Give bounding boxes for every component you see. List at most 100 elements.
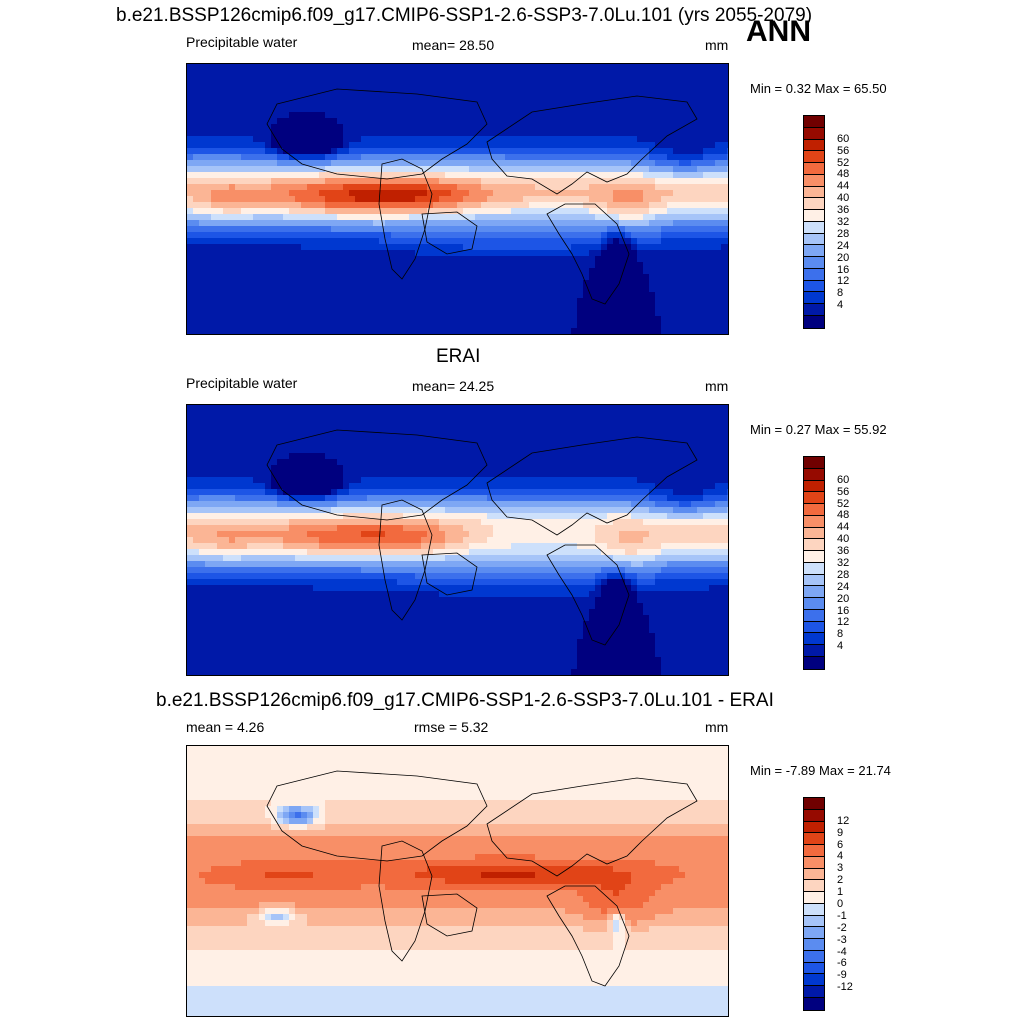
map-cell <box>691 196 698 203</box>
map-cell <box>265 166 272 173</box>
map-cell <box>367 304 374 311</box>
map-cell <box>637 220 644 227</box>
map-cell <box>223 112 230 119</box>
map-cell <box>643 441 650 448</box>
map-cell <box>487 76 494 83</box>
map-cell <box>265 447 272 454</box>
map-cell <box>319 274 326 281</box>
map-cell <box>613 328 620 334</box>
map-cell <box>277 160 284 167</box>
map-cell <box>523 100 530 107</box>
map-cell <box>661 244 668 251</box>
map-cell <box>589 328 596 334</box>
map-cell <box>607 232 614 239</box>
map-cell <box>673 304 680 311</box>
map-cell <box>379 226 386 233</box>
map-cell <box>619 322 626 329</box>
map-cell <box>535 417 542 424</box>
map-cell <box>529 423 536 430</box>
map-cell <box>421 268 428 275</box>
map-cell <box>301 70 308 77</box>
map-cell <box>505 280 512 287</box>
map-cell <box>235 429 242 436</box>
map-cell <box>433 70 440 77</box>
map-cell <box>679 160 686 167</box>
map-cell <box>367 310 374 317</box>
map-cell <box>385 292 392 299</box>
map-cell <box>565 100 572 107</box>
map-cell <box>703 328 710 334</box>
map-cell <box>283 184 290 191</box>
map-cell <box>211 208 218 215</box>
map-cell <box>625 154 632 161</box>
map-cell <box>727 429 728 436</box>
map-cell <box>331 280 338 287</box>
map-cell <box>313 441 320 448</box>
map-cell <box>337 82 344 89</box>
map-cell <box>277 136 284 143</box>
map-cell <box>187 178 194 185</box>
map-cell <box>529 274 536 281</box>
map-cell <box>553 202 560 209</box>
map-cell <box>613 118 620 125</box>
map-cell <box>439 70 446 77</box>
panel-1-units-label: mm <box>705 37 729 53</box>
map-cell <box>367 178 374 185</box>
map-cell <box>703 196 710 203</box>
map-cell <box>529 435 536 442</box>
map-cell <box>565 441 572 448</box>
map-cell <box>373 178 380 185</box>
map-cell <box>235 202 242 209</box>
map-cell <box>535 70 542 77</box>
map-cell <box>535 226 542 233</box>
map-cell <box>337 256 344 263</box>
map-cell <box>253 244 260 251</box>
map-cell <box>271 310 278 317</box>
map-cell <box>571 136 578 143</box>
map-cell <box>625 118 632 125</box>
map-cell <box>331 82 338 89</box>
map-cell <box>715 280 722 287</box>
map-cell <box>661 453 668 460</box>
map-cell <box>613 274 620 281</box>
map-cell <box>691 328 698 334</box>
map-cell <box>643 136 650 143</box>
map-cell <box>229 328 236 334</box>
map-cell <box>523 447 530 454</box>
map-cell <box>685 82 692 89</box>
map-cell <box>469 286 476 293</box>
map-cell <box>355 226 362 233</box>
map-cell <box>265 82 272 89</box>
map-cell <box>235 322 242 329</box>
map-cell <box>439 106 446 113</box>
map-cell <box>445 208 452 215</box>
map-cell <box>427 256 434 263</box>
map-cell <box>583 405 590 412</box>
map-cell <box>205 178 212 185</box>
map-cell <box>637 136 644 143</box>
map-cell <box>445 214 452 221</box>
map-cell <box>313 70 320 77</box>
map-cell <box>223 226 230 233</box>
map-cell <box>667 274 674 281</box>
map-cell <box>667 268 674 275</box>
map-cell <box>253 417 260 424</box>
map-cell <box>235 214 242 221</box>
map-cell <box>469 94 476 101</box>
map-cell <box>553 178 560 185</box>
map-cell <box>313 166 320 173</box>
map-cell <box>619 250 626 257</box>
map-cell <box>391 292 398 299</box>
map-cell <box>655 292 662 299</box>
map-cell <box>481 142 488 149</box>
map-cell <box>307 160 314 167</box>
map-cell <box>343 417 350 424</box>
map-cell <box>373 148 380 155</box>
map-cell <box>361 244 368 251</box>
map-cell <box>505 417 512 424</box>
map-cell <box>487 130 494 137</box>
map-cell <box>559 130 566 137</box>
map-cell <box>481 250 488 257</box>
map-cell <box>613 136 620 143</box>
map-cell <box>667 292 674 299</box>
